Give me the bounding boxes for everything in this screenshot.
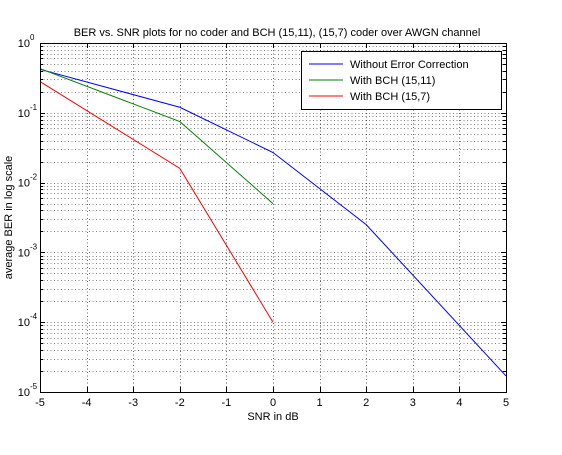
x-tick-label: 5 bbox=[503, 397, 509, 409]
y-tick-exponent: -2 bbox=[30, 173, 38, 182]
x-axis-label: SNR in dB bbox=[247, 411, 298, 423]
y-tick-exponent: -5 bbox=[30, 382, 38, 391]
series-line-1 bbox=[39, 68, 507, 377]
x-tick-label: -3 bbox=[128, 397, 138, 409]
x-tick-label: -2 bbox=[175, 397, 185, 409]
x-tick-label: 1 bbox=[317, 397, 323, 409]
series-line-3 bbox=[39, 81, 274, 323]
y-tick-label: 10 bbox=[18, 38, 30, 50]
x-tick-label: 2 bbox=[363, 397, 369, 409]
y-axis-label: average BER in log scale bbox=[3, 156, 15, 280]
chart-title: BER vs. SNR plots for no coder and BCH (… bbox=[74, 27, 481, 39]
legend: Without Error Correction With BCH (15,11)… bbox=[301, 51, 502, 110]
y-tick-label: 10 bbox=[18, 317, 30, 329]
y-tick-label: 10 bbox=[18, 247, 30, 259]
x-tick-labels: -5 -4 -3 -2 -1 0 1 2 3 4 5 bbox=[35, 397, 509, 409]
y-tick-label: 10 bbox=[18, 178, 30, 190]
legend-label-2: With BCH (15,11) bbox=[350, 75, 435, 87]
axis-ticks bbox=[40, 43, 507, 393]
legend-label-3: With BCH (15,7) bbox=[350, 91, 430, 103]
x-tick-label: 0 bbox=[270, 397, 276, 409]
x-tick-label: 4 bbox=[456, 397, 462, 409]
y-tick-exponent: -4 bbox=[30, 312, 38, 321]
series-line-2 bbox=[39, 68, 274, 204]
series-lines bbox=[39, 68, 507, 377]
x-tick-label: -4 bbox=[82, 397, 92, 409]
x-tick-label: -1 bbox=[222, 397, 232, 409]
y-tick-label: 10 bbox=[18, 108, 30, 120]
x-tick-label: 3 bbox=[410, 397, 416, 409]
legend-items: Without Error Correction With BCH (15,11)… bbox=[309, 59, 469, 103]
grid bbox=[40, 43, 506, 392]
y-tick-exponent: 0 bbox=[30, 33, 35, 42]
legend-label-1: Without Error Correction bbox=[350, 59, 469, 71]
y-tick-label: 10 bbox=[18, 387, 30, 399]
y-tick-exponent: -3 bbox=[30, 242, 38, 251]
x-tick-label: -5 bbox=[35, 397, 45, 409]
y-tick-exponent: -1 bbox=[30, 103, 38, 112]
